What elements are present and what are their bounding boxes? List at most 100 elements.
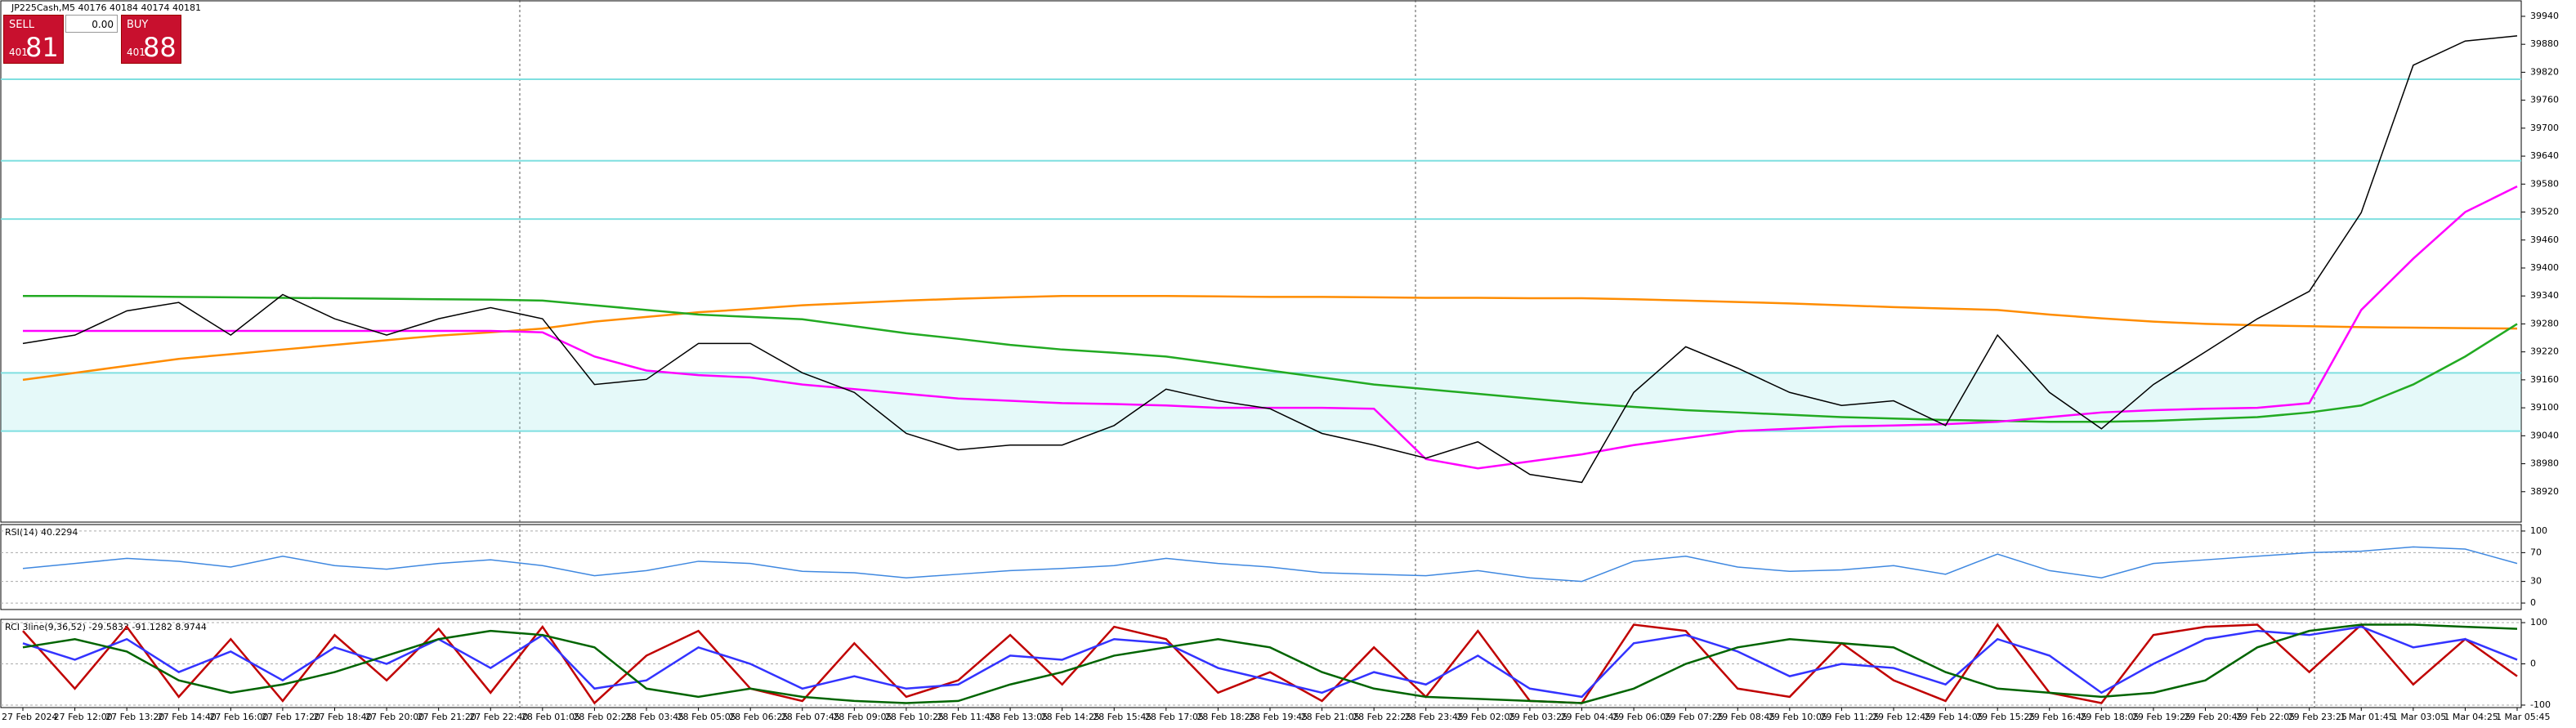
x-tick-label: 28 Feb 19:45 — [1249, 712, 1308, 722]
x-tick-label: 27 Feb 18:40 — [314, 712, 373, 722]
x-tick-label: 27 Feb 14:40 — [158, 712, 217, 722]
x-tick-label: 29 Feb 23:25 — [2288, 712, 2347, 722]
level-band — [1, 373, 2521, 431]
y-tick-label: 39760 — [2530, 95, 2559, 105]
sell-prefix: 401 — [9, 47, 28, 58]
x-tick-label: 28 Feb 01:05 — [521, 712, 580, 722]
x-tick-label: 28 Feb 21:05 — [1301, 712, 1360, 722]
x-tick-label: 28 Feb 03:45 — [625, 712, 684, 722]
x-tick-label: 28 Feb 10:25 — [885, 712, 944, 722]
indicator-line — [22, 546, 2518, 583]
x-tick-label: 27 Feb 12:00 — [54, 712, 113, 722]
x-tick-label: 28 Feb 17:05 — [1145, 712, 1204, 722]
x-tick-label: 29 Feb 15:25 — [1976, 712, 2035, 722]
x-tick-label: 27 Feb 20:00 — [365, 712, 424, 722]
y-tick-label: 70 — [2530, 547, 2542, 557]
x-tick-label: 29 Feb 04:45 — [1561, 712, 1620, 722]
y-tick-label: 39400 — [2530, 262, 2559, 273]
y-tick-label: 38920 — [2530, 486, 2559, 497]
x-tick-label: 1 Mar 01:45 — [2340, 712, 2394, 722]
x-tick-label: 29 Feb 14:05 — [1925, 712, 1983, 722]
volume-input[interactable]: 0.00 — [65, 15, 118, 33]
y-tick-label: 39940 — [2530, 11, 2559, 21]
y-tick-label: 100 — [2530, 617, 2547, 628]
sell-label: SELL — [9, 19, 34, 31]
x-tick-label: 29 Feb 20:45 — [2185, 712, 2243, 722]
buy-prefix: 401 — [127, 47, 145, 58]
y-tick-label: 39040 — [2530, 430, 2559, 440]
x-tick-label: 29 Feb 02:05 — [1456, 712, 1515, 722]
x-tick-label: 29 Feb 12:45 — [1872, 712, 1931, 722]
y-tick-label: 39820 — [2530, 66, 2559, 77]
y-tick-label: 39160 — [2530, 374, 2559, 385]
y-tick-label: 0 — [2530, 597, 2536, 608]
x-tick-label: 28 Feb 23:45 — [1405, 712, 1464, 722]
x-tick-label: 27 Feb 16:00 — [209, 712, 268, 722]
sell-button[interactable]: SELL 401 81 — [3, 15, 64, 64]
x-tick-label: 29 Feb 03:25 — [1509, 712, 1568, 722]
x-tick-label: 29 Feb 10:05 — [1769, 712, 1827, 722]
series-line — [22, 623, 2518, 704]
x-tick-label: 1 Mar 04:25 — [2444, 712, 2498, 722]
y-tick-label: 30 — [2530, 576, 2542, 587]
series-line — [23, 294, 2518, 423]
y-tick-label: 39460 — [2530, 234, 2559, 245]
series-line — [22, 294, 2518, 382]
main-frame — [0, 0, 2522, 523]
x-tick-label: 28 Feb 11:45 — [937, 712, 996, 722]
x-tick-label: 28 Feb 05:05 — [678, 712, 736, 722]
buy-price: 88 — [143, 32, 177, 63]
x-tick-label: 29 Feb 06:05 — [1612, 712, 1671, 722]
rci-title: RCI 3line(9,36,52) -29.5833 -91.1282 8.9… — [5, 622, 207, 632]
x-tick-label: 29 Feb 08:45 — [1716, 712, 1775, 722]
x-tick-label: 28 Feb 02:25 — [573, 712, 632, 722]
x-tick-label: 27 Feb 13:20 — [105, 712, 164, 722]
rsi-title: RSI(14) 40.2294 — [5, 527, 78, 538]
y-tick-label: 39520 — [2530, 207, 2559, 217]
series-line — [22, 625, 2518, 699]
series-line — [22, 623, 2518, 705]
rsi-frame — [0, 524, 2522, 610]
y-tick-label: 39340 — [2530, 290, 2559, 301]
x-tick-label: 1 Mar 03:05 — [2392, 712, 2446, 722]
buy-button[interactable]: BUY 401 88 — [121, 15, 181, 64]
x-tick-label: 27 Feb 2024 — [2, 712, 57, 722]
x-tick-label: 29 Feb 22:05 — [2236, 712, 2295, 722]
rci-frame — [0, 619, 2522, 708]
x-tick-label: 28 Feb 09:05 — [833, 712, 892, 722]
x-tick-label: 28 Feb 22:25 — [1353, 712, 1411, 722]
y-tick-label: 39280 — [2530, 318, 2559, 328]
y-tick-label: 100 — [2530, 525, 2547, 536]
x-tick-label: 27 Feb 17:20 — [262, 712, 320, 722]
y-tick-label: 39700 — [2530, 123, 2559, 133]
x-tick-label: 29 Feb 19:25 — [2132, 712, 2191, 722]
x-tick-label: 27 Feb 21:20 — [418, 712, 476, 722]
y-tick-label: 39220 — [2530, 346, 2559, 357]
x-tick-label: 29 Feb 11:25 — [1820, 712, 1879, 722]
y-tick-label: 39100 — [2530, 402, 2559, 413]
series-line — [22, 35, 2518, 484]
x-tick-label: 29 Feb 07:25 — [1665, 712, 1724, 722]
y-tick-label: 39580 — [2530, 178, 2559, 189]
y-tick-label: 38980 — [2530, 458, 2559, 469]
y-tick-label: 0 — [2530, 659, 2536, 669]
x-tick-label: 27 Feb 22:40 — [469, 712, 528, 722]
x-tick-label: 28 Feb 14:25 — [1041, 712, 1100, 722]
x-tick-label: 1 Mar 05:45 — [2496, 712, 2550, 722]
sell-price: 81 — [25, 32, 59, 63]
y-tick-label: 39880 — [2530, 38, 2559, 49]
x-tick-label: 28 Feb 06:25 — [729, 712, 788, 722]
y-tick-label: -100 — [2530, 699, 2551, 710]
x-tick-label: 28 Feb 13:05 — [989, 712, 1048, 722]
x-tick-label: 29 Feb 16:45 — [2028, 712, 2087, 722]
series-line — [23, 185, 2518, 470]
x-tick-label: 28 Feb 07:45 — [781, 712, 840, 722]
chart-title: JP225Cash,M5 40176 40184 40174 40181 — [11, 2, 201, 13]
x-tick-label: 29 Feb 18:05 — [2080, 712, 2139, 722]
buy-label: BUY — [127, 19, 149, 31]
x-tick-label: 28 Feb 18:25 — [1196, 712, 1255, 722]
y-tick-label: 39640 — [2530, 150, 2559, 161]
x-tick-label: 28 Feb 15:45 — [1093, 712, 1152, 722]
